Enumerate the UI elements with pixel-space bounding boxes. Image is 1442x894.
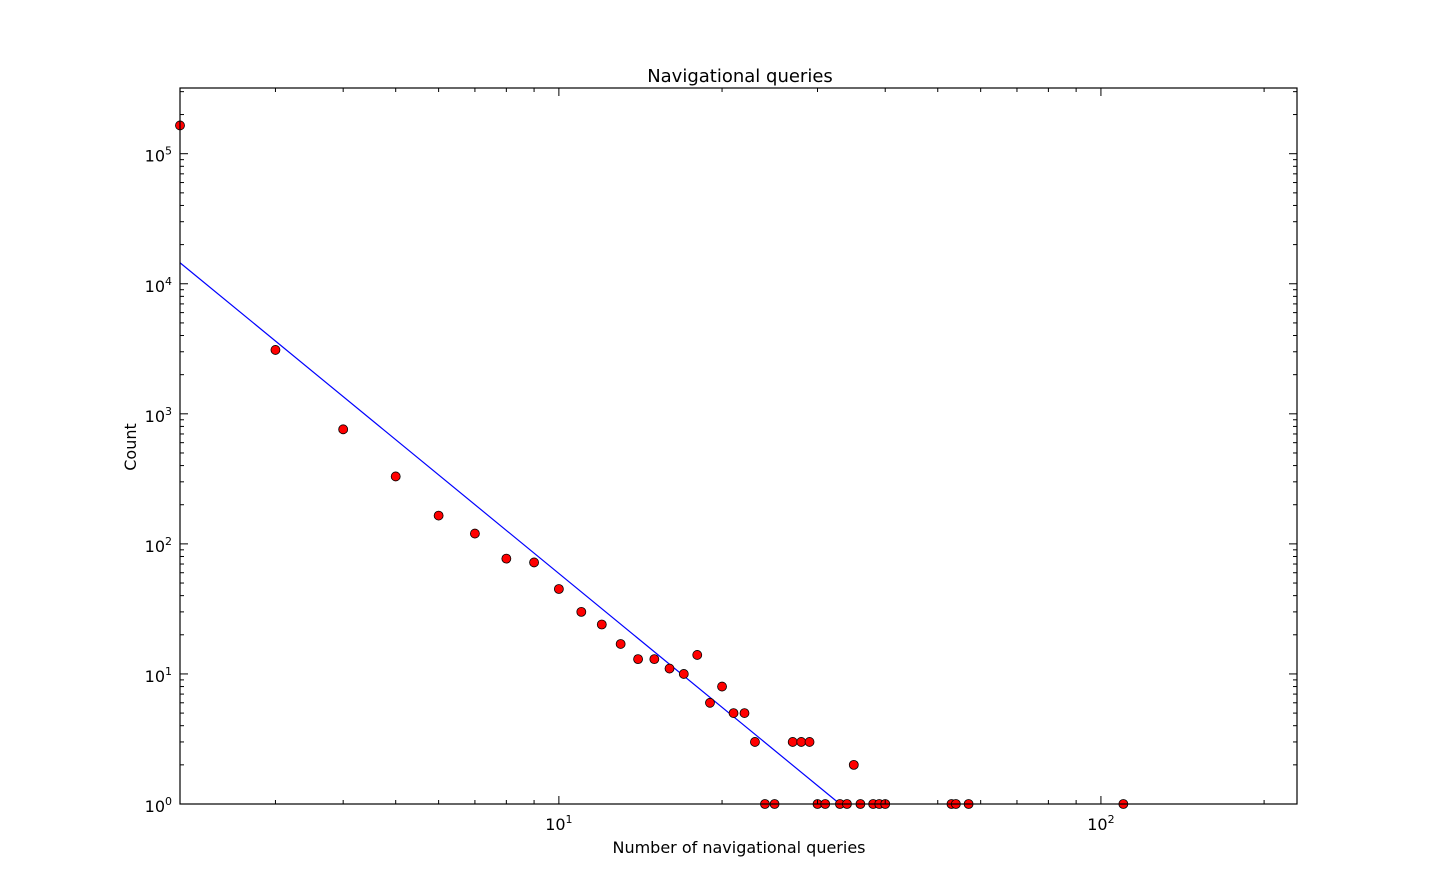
y-axis-label: Count	[121, 423, 140, 471]
tick-label-base: 10	[1087, 815, 1107, 834]
data-point	[664, 663, 675, 674]
tick-label-base: 10	[145, 537, 165, 556]
data-point	[750, 737, 760, 747]
axis-ticks	[179, 88, 1297, 805]
data-point	[270, 345, 281, 355]
y-tick-label: 100	[145, 795, 172, 816]
data-point	[787, 737, 798, 747]
data-point	[739, 708, 750, 718]
data-point	[615, 639, 626, 649]
tick-label-exponent: 3	[165, 405, 172, 418]
data-point	[338, 424, 349, 435]
axes-frame	[179, 87, 1298, 805]
tick-label-exponent: 4	[165, 275, 172, 288]
data-point	[390, 471, 401, 482]
tick-label-exponent: 1	[165, 665, 172, 678]
tick-label-base: 10	[145, 667, 165, 686]
data-point	[576, 606, 587, 617]
x-tick-label: 102	[1087, 813, 1114, 834]
data-point	[804, 737, 815, 747]
data-point	[553, 584, 564, 594]
tick-label-exponent: 1	[566, 813, 573, 826]
data-point	[633, 654, 643, 665]
data-point	[728, 708, 739, 718]
chart-title: Navigational queries	[647, 66, 833, 87]
tick-label-exponent: 2	[1108, 813, 1115, 826]
tick-label-base: 10	[545, 815, 565, 834]
data-point	[649, 654, 660, 665]
y-tick-label: 102	[145, 535, 172, 556]
tick-label-base: 10	[145, 797, 165, 816]
tick-label-exponent: 2	[165, 535, 172, 548]
data-point	[529, 557, 539, 568]
data-point	[433, 510, 444, 521]
data-point	[796, 737, 807, 747]
tick-label-exponent: 0	[165, 795, 172, 808]
data-point	[596, 619, 607, 630]
y-tick-label: 104	[145, 275, 172, 296]
data-point	[501, 553, 512, 564]
tick-label-exponent: 5	[165, 145, 172, 158]
x-axis-label: Number of navigational queries	[612, 838, 865, 857]
data-point	[692, 650, 703, 660]
tick-label-base: 10	[145, 277, 165, 296]
y-tick-label: 101	[145, 665, 172, 686]
data-point	[470, 528, 480, 539]
data-point	[717, 681, 727, 692]
tick-label-base: 10	[145, 147, 165, 166]
tick-label-base: 10	[145, 407, 165, 426]
data-point	[705, 697, 715, 708]
data-point	[678, 669, 689, 679]
x-tick-label: 101	[545, 813, 572, 834]
y-tick-label: 105	[145, 145, 172, 166]
y-tick-label: 103	[145, 405, 172, 426]
data-point	[848, 759, 859, 770]
